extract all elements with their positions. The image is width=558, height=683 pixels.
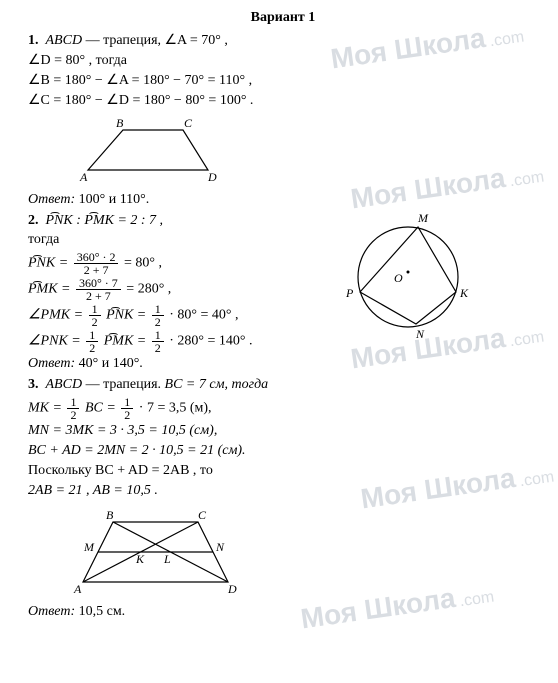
eqC-right: · 80° = 40° , — [169, 308, 238, 323]
figure-circle: P M K N O — [338, 212, 478, 347]
label-M: M — [83, 540, 95, 554]
problem-2: P M K N O 2. P͡NK : P͡MK = 2 : 7 , тогда… — [28, 212, 538, 373]
fraction-half: 12 — [86, 329, 98, 354]
figure-trapezoid-2: A B C D M N K L — [58, 507, 538, 602]
p3-line4: BC + AD = 2MN = 2 · 10,5 = 21 (см). — [28, 442, 538, 461]
label-D: D — [207, 170, 217, 184]
fraction-half: 12 — [89, 303, 101, 328]
eqA-left: MK = — [28, 401, 62, 416]
p2-answer: Ответ: 40° и 140°. — [28, 356, 538, 372]
p3-abcd: ABCD — [46, 377, 83, 392]
trapezoid2-svg: A B C D M N K L — [58, 507, 258, 597]
label-M: M — [417, 212, 429, 225]
label-A: A — [79, 170, 88, 184]
p1-answer: Ответ: 100° и 110°. — [28, 192, 538, 208]
p3-answer: Ответ: 10,5 см. — [28, 604, 538, 620]
label-C: C — [184, 116, 193, 130]
label-K: K — [459, 286, 469, 300]
problem-1: 1. ABCD — трапеция, ∠A = 70° , ∠D = 80° … — [28, 32, 538, 208]
eqA-right: = 80° , — [124, 256, 162, 271]
label-N: N — [215, 540, 225, 554]
eqB-right: = 280° , — [126, 282, 171, 297]
p1-line2: ∠D = 80° , тогда — [28, 52, 538, 71]
p3-line5: Поскольку BC + AD = 2AB , то — [28, 462, 538, 481]
label-B: B — [106, 508, 114, 522]
label-A: A — [73, 582, 82, 596]
p1-l1b: — трапеция, ∠A = 70° , — [86, 33, 228, 48]
eqD-mid: P͡MK = — [104, 334, 147, 349]
label-C: C — [198, 508, 207, 522]
label-P: P — [345, 286, 354, 300]
fraction-half: 12 — [121, 396, 133, 421]
p3-line3: MN = 3MK = 3 · 3,5 = 10,5 (см), — [28, 422, 538, 441]
answer-value: 40° и 140°. — [75, 356, 143, 371]
p3-l1b: — трапеция. — [82, 377, 164, 392]
circle-svg: P M K N O — [338, 212, 478, 342]
label-L: L — [163, 552, 171, 566]
fraction: 360° · 22 + 7 — [74, 251, 119, 276]
fraction-half: 12 — [152, 303, 164, 328]
fraction: 360° · 72 + 7 — [76, 277, 121, 302]
p1-line3: ∠B = 180° − ∠A = 180° − 70° = 110° , — [28, 72, 538, 91]
problem-number: 2. — [28, 213, 39, 228]
eqA-right: · 7 = 3,5 (м), — [139, 401, 212, 416]
eqC-left: ∠PMK = — [28, 308, 83, 323]
answer-label: Ответ: — [28, 604, 75, 619]
label-B: B — [116, 116, 124, 130]
answer-label: Ответ: — [28, 356, 75, 371]
label-N: N — [415, 327, 425, 341]
label-K: K — [135, 552, 145, 566]
answer-value: 100° и 110°. — [75, 192, 149, 207]
eqD-right: · 280° = 140° . — [169, 334, 252, 349]
p1-abcd: ABCD — [46, 33, 83, 48]
eqD-left: ∠PNK = — [28, 334, 81, 349]
problem-3: 3. ABCD — трапеция. BC = 7 см, тогда MK … — [28, 376, 538, 619]
answer-value: 10,5 см. — [75, 604, 125, 619]
problem-number: 1. — [28, 33, 39, 48]
p3-line6: 2AB = 21 , AB = 10,5 . — [28, 482, 538, 501]
eqB-left: P͡MK = — [28, 282, 71, 297]
figure-trapezoid-1: A B C D — [68, 115, 538, 190]
fraction-half: 12 — [152, 329, 164, 354]
fraction-half: 12 — [67, 396, 79, 421]
trapezoid-svg: A B C D — [68, 115, 228, 185]
eqC-mid: P͡NK = — [106, 308, 146, 323]
label-D: D — [227, 582, 237, 596]
variant-title: Вариант 1 — [28, 10, 538, 26]
p2-l1: P͡NK : P͡MK = 2 : 7 , — [46, 213, 164, 228]
eqA-mid: BC = — [85, 401, 116, 416]
answer-label: Ответ: — [28, 192, 75, 207]
p3-l1c: BC = 7 см, тогда — [165, 377, 269, 392]
problem-number: 3. — [28, 377, 39, 392]
page: Моя Школа.com Моя Школа.com Моя Школа.co… — [0, 0, 558, 683]
p1-line1: 1. ABCD — трапеция, ∠A = 70° , — [28, 32, 538, 51]
p1-line4: ∠C = 180° − ∠D = 180° − 80° = 100° . — [28, 92, 538, 111]
eqA-left: P͡NK = — [28, 256, 68, 271]
p3-line1: 3. ABCD — трапеция. BC = 7 см, тогда — [28, 376, 538, 395]
p3-eqA: MK = 12 BC = 12 · 7 = 3,5 (м), — [28, 396, 538, 421]
label-O: O — [394, 271, 403, 285]
